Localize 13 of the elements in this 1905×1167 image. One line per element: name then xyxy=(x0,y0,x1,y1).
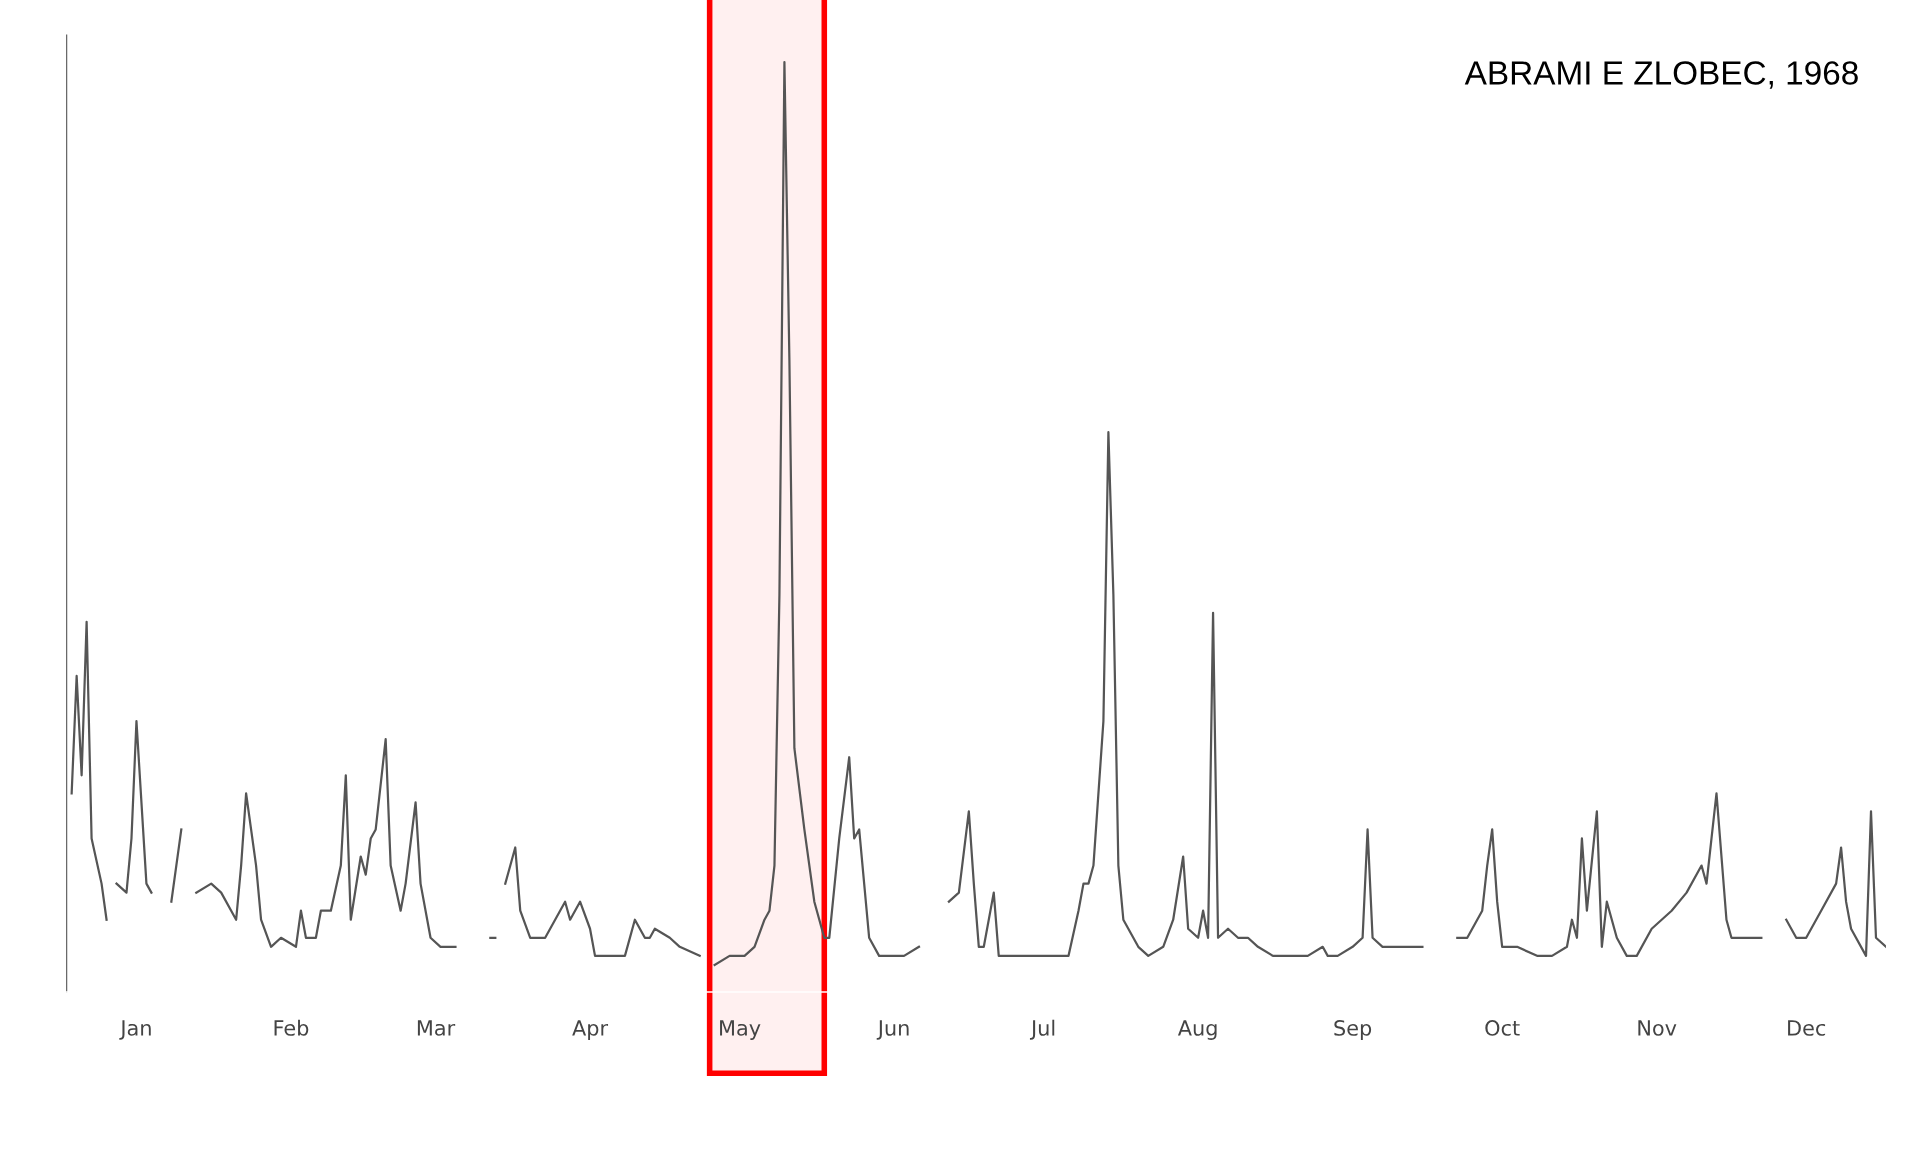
x-tick-label: May xyxy=(720,1020,761,1040)
annotation: ABRAMI E ZLOBEC, 1968 xyxy=(1464,61,1858,89)
x-tick-label: Jul xyxy=(1029,1019,1055,1040)
x-tick-label: Dec xyxy=(1788,1020,1826,1036)
x-tick-label: Jun xyxy=(876,1020,909,1040)
x-tick-label: Sep xyxy=(1334,1020,1372,1040)
x-tick-label: Mar xyxy=(417,1020,456,1036)
x-tick-label: Aug xyxy=(1177,1020,1217,1040)
x-tick-label: Jan xyxy=(119,1020,151,1040)
x-tick-label: Feb xyxy=(274,1019,309,1036)
x-tick-label: Apr xyxy=(572,1020,609,1040)
x-tick-label: Nov xyxy=(1638,1020,1677,1036)
x-tick-label: Oct xyxy=(1485,1020,1520,1036)
